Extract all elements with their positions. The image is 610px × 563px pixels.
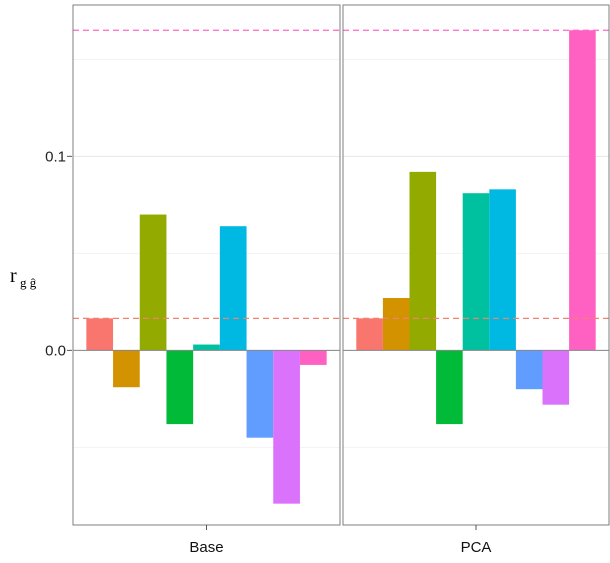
facet-label: Base (189, 539, 223, 556)
bar (113, 350, 140, 388)
bar (382, 297, 410, 351)
bar (356, 318, 383, 351)
bar (489, 189, 516, 351)
bar (436, 350, 463, 425)
bar (569, 30, 596, 351)
y-axis-label-subscript: g ĝ (20, 275, 37, 290)
bar (219, 226, 247, 351)
bar (166, 350, 194, 425)
bar (193, 344, 220, 351)
bar (462, 193, 490, 351)
bar (139, 214, 167, 351)
bar (299, 350, 327, 365)
y-axis-label: r (10, 265, 17, 287)
y-tick-label: 0.1 (45, 148, 66, 165)
facet-label: PCA (461, 539, 492, 556)
bar (409, 171, 437, 351)
y-tick-label: 0.0 (45, 342, 66, 359)
bar (273, 350, 300, 504)
bar (515, 350, 543, 390)
bar (246, 350, 274, 438)
bar (542, 350, 570, 405)
bar (86, 318, 114, 351)
